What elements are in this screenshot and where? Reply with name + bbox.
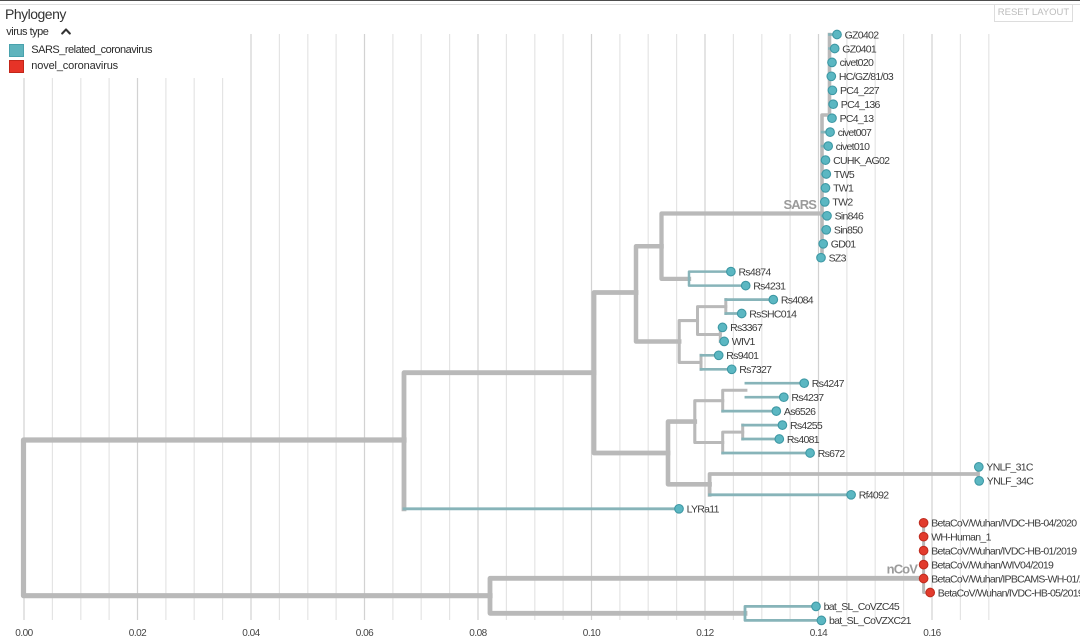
svg-text:BetaCoV/Wuhan/IVDC-HB-04/2020: BetaCoV/Wuhan/IVDC-HB-04/2020 <box>931 518 1077 530</box>
svg-text:Rs9401: Rs9401 <box>726 350 759 362</box>
svg-text:SZ3: SZ3 <box>829 253 847 265</box>
svg-text:Sin846: Sin846 <box>835 211 864 223</box>
svg-text:CUHK_AG02: CUHK_AG02 <box>833 155 890 167</box>
svg-text:TW1: TW1 <box>833 183 854 195</box>
svg-text:civet020: civet020 <box>840 57 874 69</box>
svg-text:BetaCoV/Wuhan/IVDC-HB-05/2019: BetaCoV/Wuhan/IVDC-HB-05/2019 <box>938 587 1080 599</box>
svg-text:BetaCoV/Wuhan/IVDC-HB-01/2019: BetaCoV/Wuhan/IVDC-HB-01/2019 <box>931 545 1077 557</box>
svg-text:BetaCoV/Wuhan/IPBCAMS-WH-01/20: BetaCoV/Wuhan/IPBCAMS-WH-01/2019 <box>931 573 1080 585</box>
svg-text:BetaCoV/Wuhan/WIV04/2019: BetaCoV/Wuhan/WIV04/2019 <box>931 559 1054 571</box>
svg-text:nCoV: nCoV <box>887 562 919 577</box>
svg-text:0.16: 0.16 <box>923 628 941 639</box>
svg-text:Rs4081: Rs4081 <box>787 434 820 446</box>
svg-text:0.10: 0.10 <box>583 628 601 639</box>
svg-text:0.00: 0.00 <box>15 628 33 639</box>
svg-text:TW5: TW5 <box>834 169 855 181</box>
svg-text:LYRa11: LYRa11 <box>687 504 720 516</box>
svg-text:civet007: civet007 <box>838 127 872 139</box>
svg-text:Rs4084: Rs4084 <box>781 294 814 306</box>
svg-text:YNLF_34C: YNLF_34C <box>987 476 1034 488</box>
svg-text:Rs4237: Rs4237 <box>791 392 824 404</box>
svg-text:Rs672: Rs672 <box>818 448 846 460</box>
svg-text:As6526: As6526 <box>784 406 816 418</box>
svg-text:PC4_227: PC4_227 <box>840 85 880 97</box>
svg-text:PC4_13: PC4_13 <box>840 113 875 125</box>
svg-text:RsSHC014: RsSHC014 <box>749 308 797 320</box>
svg-text:HC/GZ/81/03: HC/GZ/81/03 <box>839 71 894 83</box>
svg-text:Rf4092: Rf4092 <box>859 490 890 502</box>
svg-text:WIV1: WIV1 <box>732 336 756 348</box>
svg-text:bat_SL_CoVZC45: bat_SL_CoVZC45 <box>824 601 900 613</box>
svg-text:Rs4247: Rs4247 <box>812 378 845 390</box>
svg-text:bat_SL_CoVZXC21: bat_SL_CoVZXC21 <box>829 615 912 627</box>
svg-text:Rs4874: Rs4874 <box>739 266 772 278</box>
svg-text:TW2: TW2 <box>832 197 853 209</box>
svg-text:GZ0401: GZ0401 <box>842 43 877 55</box>
svg-text:Rs4231: Rs4231 <box>753 280 786 292</box>
svg-text:0.06: 0.06 <box>356 628 374 639</box>
svg-text:GD01: GD01 <box>831 239 856 251</box>
svg-text:Rs4255: Rs4255 <box>790 420 823 432</box>
svg-text:YNLF_31C: YNLF_31C <box>986 462 1033 474</box>
svg-text:0.04: 0.04 <box>242 628 260 639</box>
svg-text:PC4_136: PC4_136 <box>841 99 881 111</box>
svg-text:0.14: 0.14 <box>810 628 828 639</box>
svg-text:0.12: 0.12 <box>696 628 714 639</box>
svg-text:SARS: SARS <box>783 197 817 212</box>
svg-text:Rs3367: Rs3367 <box>730 322 763 334</box>
svg-text:Sin850: Sin850 <box>834 225 863 237</box>
svg-text:0.02: 0.02 <box>129 628 147 639</box>
svg-text:0.08: 0.08 <box>469 628 487 639</box>
svg-text:WH-Human_1: WH-Human_1 <box>931 532 991 544</box>
svg-text:civet010: civet010 <box>836 141 870 153</box>
svg-text:GZ0402: GZ0402 <box>845 29 880 41</box>
svg-text:Rs7327: Rs7327 <box>739 364 772 376</box>
